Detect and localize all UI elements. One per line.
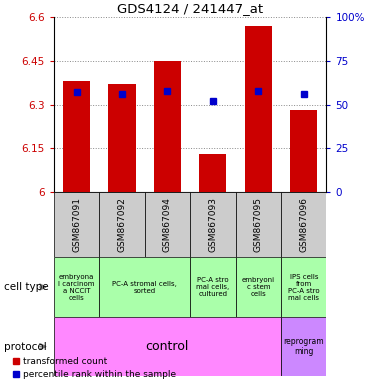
Text: GSM867091: GSM867091	[72, 197, 81, 252]
Bar	[190, 257, 236, 317]
Legend: transformed count, percentile rank within the sample: transformed count, percentile rank withi…	[12, 357, 176, 379]
Bar	[236, 257, 281, 317]
Bar	[99, 257, 190, 317]
Text: embryona
l carcinom
a NCCIT
cells: embryona l carcinom a NCCIT cells	[58, 273, 95, 301]
Text: PC-A stromal cells,
sorted: PC-A stromal cells, sorted	[112, 281, 177, 293]
Bar	[99, 192, 145, 257]
Bar	[54, 257, 99, 317]
Text: PC-A stro
mal cells,
cultured: PC-A stro mal cells, cultured	[196, 277, 230, 297]
Bar	[245, 26, 272, 192]
Bar	[281, 317, 326, 376]
Bar	[290, 111, 317, 192]
Bar	[199, 154, 226, 192]
Text: GSM867096: GSM867096	[299, 197, 308, 252]
Text: control: control	[146, 340, 189, 353]
Text: GSM867095: GSM867095	[254, 197, 263, 252]
Bar	[154, 61, 181, 192]
Title: GDS4124 / 241447_at: GDS4124 / 241447_at	[117, 2, 263, 15]
Text: GSM867093: GSM867093	[209, 197, 217, 252]
Bar	[190, 192, 236, 257]
Text: reprogram
ming: reprogram ming	[283, 337, 324, 356]
Bar	[54, 317, 281, 376]
Bar	[145, 192, 190, 257]
Text: GSM867094: GSM867094	[163, 197, 172, 252]
Bar	[281, 192, 326, 257]
Bar	[281, 257, 326, 317]
Bar	[63, 81, 90, 192]
Text: IPS cells
from
PC-A stro
mal cells: IPS cells from PC-A stro mal cells	[288, 273, 319, 301]
Text: embryoni
c stem
cells: embryoni c stem cells	[242, 277, 275, 297]
Text: GSM867092: GSM867092	[118, 197, 127, 252]
Bar	[54, 192, 99, 257]
Text: cell type: cell type	[4, 282, 48, 292]
Bar	[108, 84, 136, 192]
Text: protocol: protocol	[4, 341, 46, 352]
Bar	[236, 192, 281, 257]
